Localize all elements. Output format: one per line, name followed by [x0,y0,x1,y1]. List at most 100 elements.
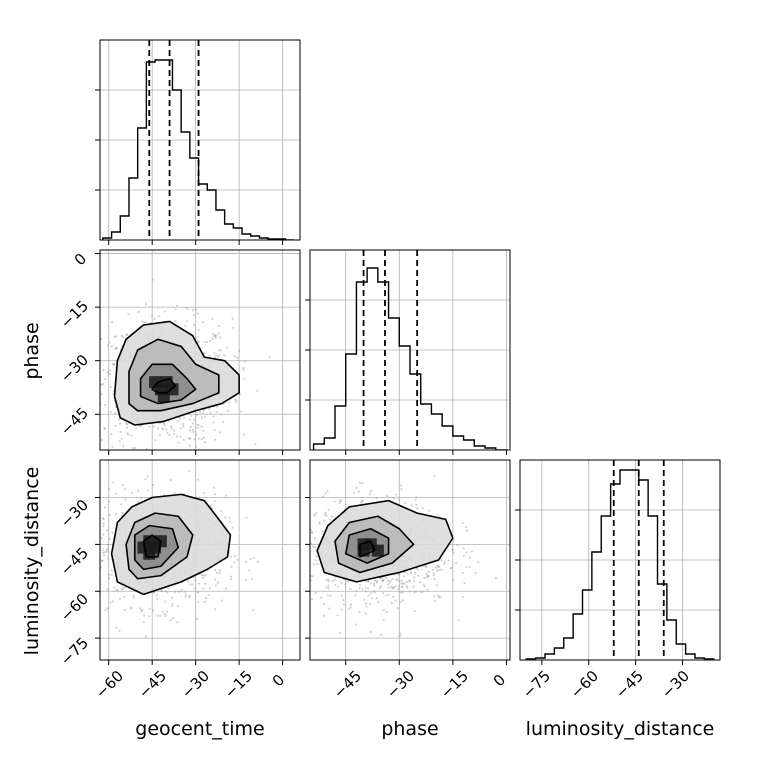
scatter-point [101,517,105,520]
scatter-point [413,610,416,613]
scatter-point [124,333,128,336]
contour-line [334,515,415,574]
scatter-point [197,328,200,332]
scatter-point [382,618,385,621]
scatter-point [101,551,104,554]
scatter-point [159,614,162,617]
scatter-point [405,580,409,584]
scatter-point [108,373,112,376]
scatter-point [316,563,319,566]
histogram-panel [95,39,301,245]
scatter-point [313,514,317,517]
scatter-point [107,577,111,580]
scatter-point [146,489,149,492]
density-cell [371,544,384,557]
scatter-point [126,423,129,426]
scatter-point [452,579,455,582]
scatter-point [390,585,393,588]
scatter-point [202,429,205,432]
scatter-point [401,585,404,589]
scatter-point [137,500,140,503]
scatter-point [202,411,205,414]
scatter-point [202,574,205,577]
scatter-point [369,492,372,496]
scatter-point [331,579,334,582]
scatter-point [213,351,216,354]
scatter-point [327,508,330,511]
scatter-point [433,578,436,581]
tick-label: −75 [519,667,554,702]
scatter-point [196,601,200,604]
scatter-point [440,559,443,562]
scatter-point [432,571,435,575]
scatter-point [415,496,418,499]
scatter-point [196,423,199,426]
scatter-point [256,560,259,563]
scatter-point [236,356,239,359]
scatter-point [231,526,234,529]
scatter-point [425,565,428,568]
scatter-point [118,597,121,600]
scatter-point [73,349,75,351]
scatter-point [401,599,404,602]
scatter-point [450,548,454,551]
scatter-point [187,469,191,473]
scatter-point [208,407,211,410]
tick-label: 0 [490,671,509,690]
scatter-point [365,580,368,583]
scatter-point [373,591,376,594]
scatter-point [214,578,217,581]
scatter-point [347,607,350,611]
scatter-point [166,591,169,594]
scatter-point [451,549,455,552]
scatter-point [148,615,151,618]
scatter-point [52,345,54,347]
tick-label: −30 [658,667,693,702]
scatter-point [375,581,379,584]
scatter-point [214,568,217,571]
scatter-point [187,596,191,599]
scatter-point [374,579,377,582]
scatter-point [114,347,117,350]
scatter-point [381,579,385,582]
scatter-point [52,591,54,593]
scatter-point [140,497,143,500]
scatter-point [241,366,245,370]
scatter-point [229,555,232,558]
scatter-point [425,572,428,575]
contour-line [344,527,390,564]
scatter-point [314,591,317,594]
scatter-point [140,610,143,613]
scatter-point [164,614,167,618]
scatter-point [90,378,92,380]
scatter-point [151,278,154,281]
scatter-point [95,400,97,402]
scatter-point [189,425,192,429]
scatter-point [141,608,144,611]
scatter-point [209,339,212,342]
scatter-point [202,587,205,590]
scatter-point [91,348,93,350]
contour-line [359,540,376,558]
scatter-point [342,598,345,602]
scatter-point [193,323,196,327]
scatter-point [362,598,366,601]
scatter-point [346,580,349,583]
scatter-point [361,499,365,503]
tick-label: −60 [92,667,127,702]
scatter-point [130,434,133,437]
scatter-point [211,317,214,321]
scatter-point [104,378,107,381]
scatter-point [354,623,358,626]
scatter-point [169,479,172,482]
scatter-point [134,427,138,430]
scatter-point [397,573,400,576]
scatter-point [388,581,392,584]
scatter-point [211,337,214,341]
luminosity-distance-x-tick-labels: −75 −60 −45 −30 [519,667,693,702]
scatter-point [183,590,186,593]
scatter-point [188,594,192,597]
x-axis-label-geocent-time: geocent_time [135,718,264,740]
scatter-point [106,543,110,547]
scatter-point [203,436,206,439]
